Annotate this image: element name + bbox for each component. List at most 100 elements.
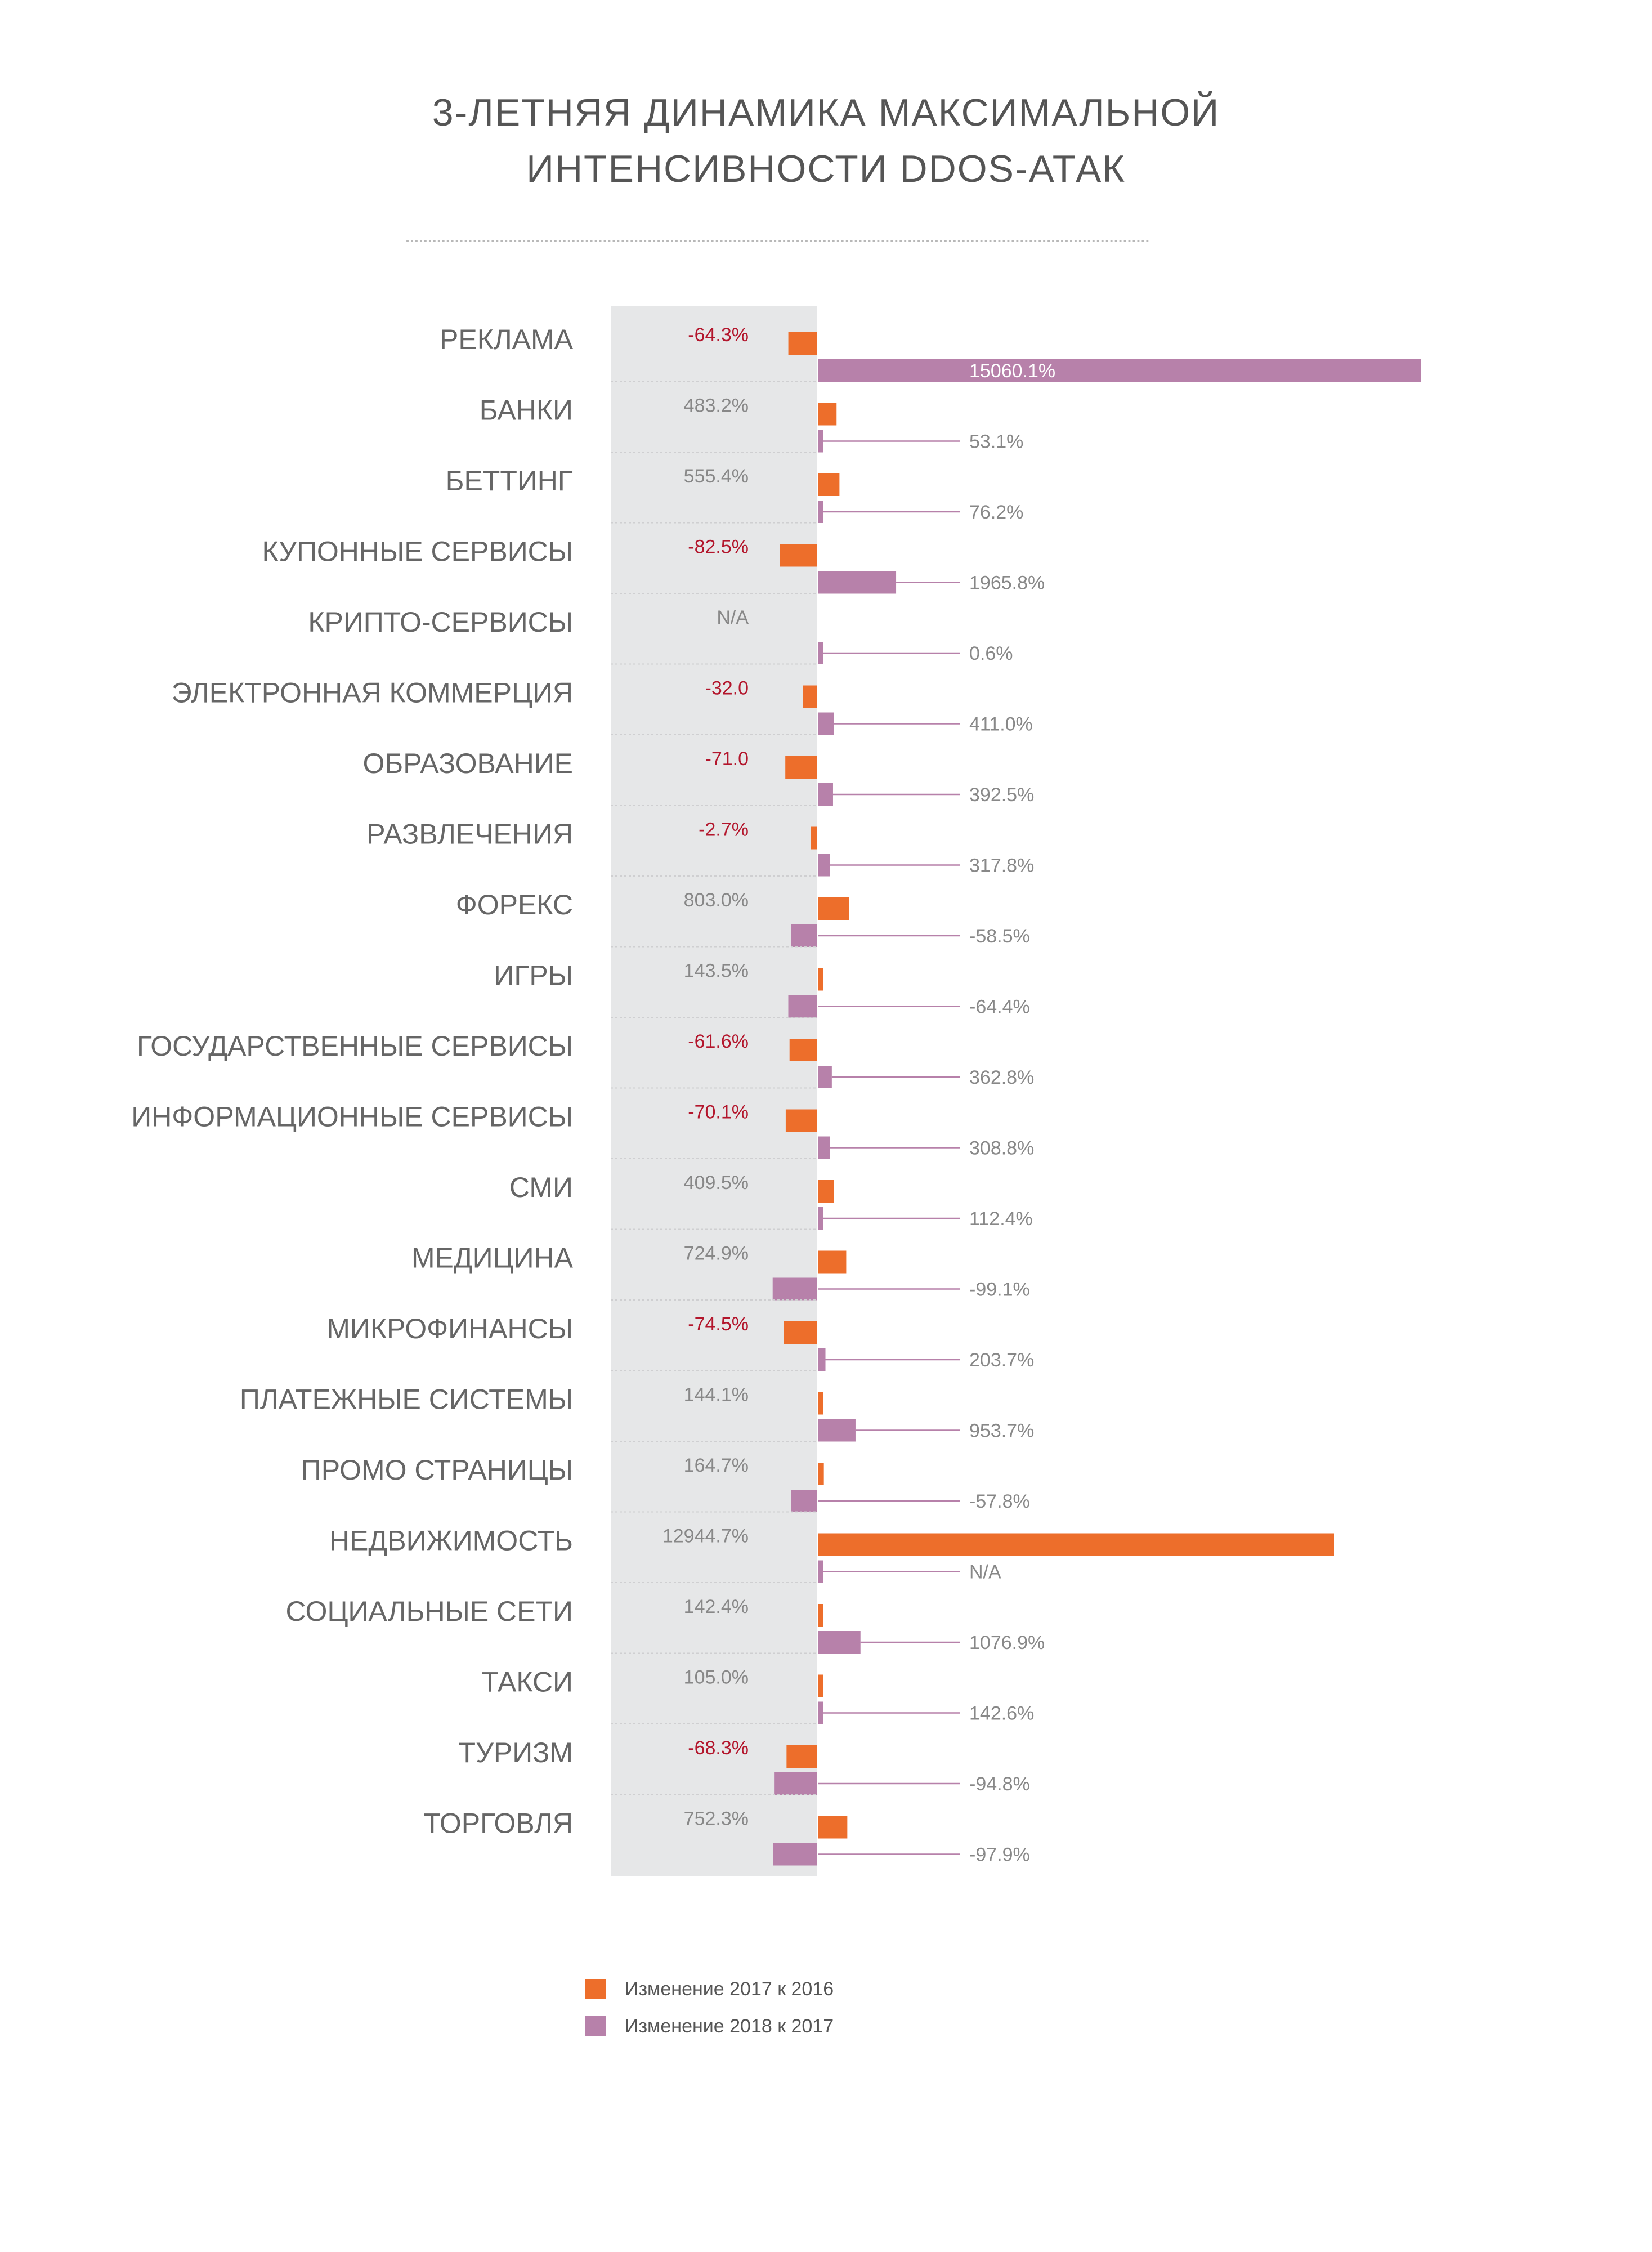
bar-2018: [772, 1277, 817, 1301]
label-2017: -71.0: [705, 748, 749, 770]
bar-2017: [817, 1816, 848, 1839]
bar-2018: [817, 642, 823, 664]
category-label: ГОСУДАРСТВЕННЫЕ СЕРВИСЫ: [137, 1030, 573, 1062]
label-panel: [611, 306, 817, 1876]
label-2018: 411.0%: [969, 714, 1033, 735]
label-2017: -2.7%: [699, 819, 749, 841]
bar-2018: [791, 1490, 817, 1512]
label-2018: 1076.9%: [969, 1632, 1045, 1654]
bar-2017: [817, 403, 837, 426]
label-2017: -68.3%: [688, 1737, 749, 1759]
bar-2017: [817, 1392, 823, 1415]
bar-2018: [817, 1631, 861, 1654]
bar-2017: [817, 473, 840, 496]
bar-2018: [788, 995, 817, 1018]
label-2018: 76.2%: [969, 502, 1023, 523]
label-2017: 105.0%: [684, 1667, 749, 1688]
bar-2017: [789, 1039, 817, 1061]
category-label: БАНКИ: [480, 395, 573, 426]
bar-2017: [811, 826, 817, 850]
label-2018: 0.6%: [969, 643, 1013, 664]
bar-2018: [817, 359, 1421, 382]
label-2018: -97.9%: [969, 1844, 1030, 1866]
legend-label-2017: Изменение 2017 к 2016: [625, 1978, 834, 2000]
bar-2018: [817, 1136, 830, 1159]
label-2017: 752.3%: [684, 1808, 749, 1830]
label-2017: -32.0: [705, 678, 749, 699]
label-2017: 142.4%: [684, 1596, 749, 1617]
label-2018: -94.8%: [969, 1773, 1030, 1795]
category-label: ПЛАТЕЖНЫЕ СИСТЕМЫ: [240, 1384, 573, 1415]
category-label: МЕДИЦИНА: [411, 1243, 574, 1274]
bar-2018: [773, 1843, 817, 1866]
legend-label-2018: Изменение 2018 к 2017: [625, 2015, 834, 2037]
label-2018: 203.7%: [969, 1350, 1034, 1371]
chart-title-line-1: 3-ЛЕТНЯЯ ДИНАМИКА МАКСИМАЛЬНОЙ: [432, 91, 1220, 134]
category-label: ФОРЕКС: [456, 889, 573, 921]
label-2018: 392.5%: [969, 784, 1034, 806]
bar-2018: [817, 501, 823, 523]
label-2018: 308.8%: [969, 1138, 1034, 1159]
category-label: ЭЛЕКТРОННАЯ КОММЕРЦИЯ: [172, 677, 573, 709]
bar-2017: [817, 1674, 823, 1697]
label-2018: -57.8%: [969, 1491, 1030, 1512]
bar-2017: [784, 1321, 817, 1344]
bar-2017: [780, 544, 817, 567]
label-2018: 317.8%: [969, 855, 1034, 877]
category-label: ИНФОРМАЦИОННЫЕ СЕРВИСЫ: [131, 1101, 573, 1133]
bar-2017: [817, 1463, 824, 1485]
label-2018: 112.4%: [969, 1208, 1033, 1230]
label-2017: 483.2%: [684, 395, 749, 417]
label-2018: 953.7%: [969, 1420, 1034, 1442]
category-label: СМИ: [509, 1172, 573, 1203]
category-label: ОБРАЗОВАНИЕ: [363, 748, 573, 779]
bar-2017: [817, 1604, 823, 1627]
bar-2018: [817, 1066, 832, 1088]
label-2018: 53.1%: [969, 431, 1023, 453]
label-2017: -64.3%: [688, 324, 749, 346]
label-2017: 164.7%: [684, 1455, 749, 1476]
category-label: РЕКЛАМА: [440, 324, 574, 355]
bar-2017: [817, 897, 849, 920]
bar-2017: [817, 968, 823, 991]
label-2017: N/A: [717, 607, 749, 628]
label-2017: 143.5%: [684, 960, 749, 982]
bar-2017: [817, 1180, 834, 1203]
label-2017: 409.5%: [684, 1172, 749, 1194]
legend-item-2017: Изменение 2017 к 2016: [585, 1970, 834, 2008]
bar-2017: [803, 685, 817, 708]
label-2018: -58.5%: [969, 926, 1030, 947]
label-2018: 362.8%: [969, 1067, 1034, 1088]
bar-2017: [817, 1250, 847, 1274]
category-label: НЕДВИЖИМОСТЬ: [329, 1525, 573, 1557]
legend-item-2018: Изменение 2018 к 2017: [585, 2008, 834, 2045]
bar-2018: [817, 712, 834, 735]
legend-swatch-2018: [585, 2016, 606, 2036]
label-2018: 15060.1%: [969, 360, 1055, 382]
bar-2018: [817, 854, 830, 877]
label-2017: 555.4%: [684, 466, 749, 487]
chart-title-line-2: ИНТЕНСИВНОСТИ DDOS-АТАК: [526, 148, 1126, 190]
bar-2017: [817, 1533, 1334, 1556]
label-2017: -61.6%: [688, 1031, 749, 1052]
label-2017: -70.1%: [688, 1102, 749, 1123]
bar-2017: [785, 1109, 817, 1132]
category-label: ТУРИЗМ: [459, 1737, 573, 1768]
bar-2018: [774, 1772, 817, 1795]
category-label: СОЦИАЛЬНЫЕ СЕТИ: [286, 1596, 573, 1627]
bar-2018: [791, 924, 817, 947]
label-2017: 724.9%: [684, 1243, 749, 1264]
bar-2018: [817, 1419, 856, 1442]
label-2017: 12944.7%: [662, 1526, 749, 1547]
bar-2018: [817, 571, 897, 594]
category-label: РАЗВЛЕЧЕНИЯ: [366, 819, 573, 850]
category-label: КРИПТО-СЕРВИСЫ: [308, 606, 573, 638]
bar-2017: [786, 1745, 817, 1768]
category-label: БЕТТИНГ: [446, 465, 573, 497]
bar-2018: [817, 1207, 823, 1230]
category-label: ИГРЫ: [494, 960, 573, 991]
label-2017: 144.1%: [684, 1384, 749, 1406]
category-label: КУПОННЫЕ СЕРВИСЫ: [262, 536, 573, 568]
chart-title: 3-ЛЕТНЯЯ ДИНАМИКА МАКСИМАЛЬНОЙ ИНТЕНСИВН…: [0, 84, 1652, 197]
